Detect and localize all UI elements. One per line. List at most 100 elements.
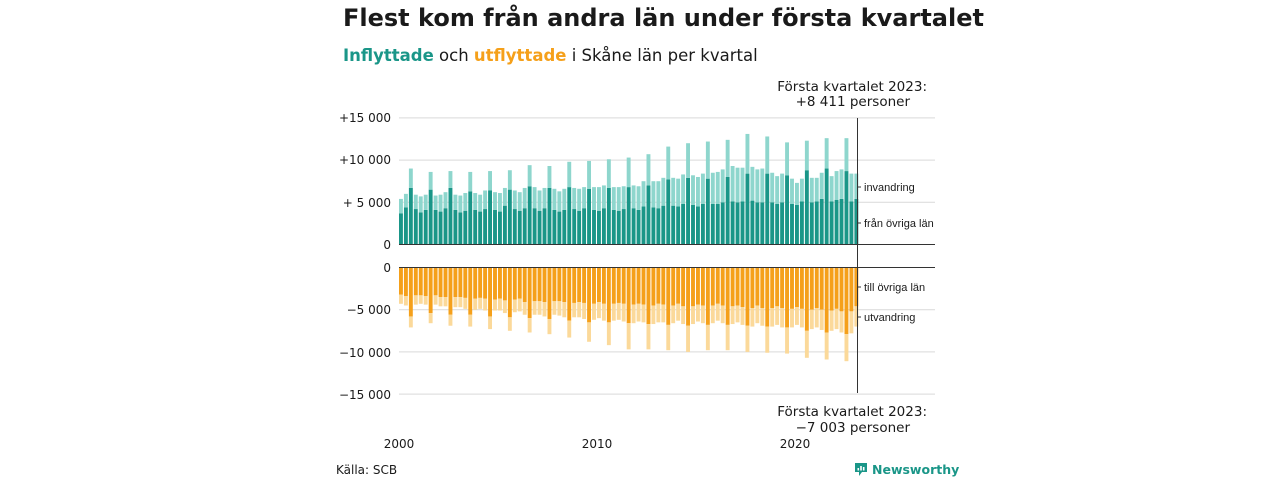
bar-utvandring (438, 297, 443, 307)
bar-fran-ovriga-lan (795, 204, 799, 245)
bar-fran-ovriga-lan (567, 187, 572, 245)
bar-utvandring (616, 302, 621, 320)
bar-fran-ovriga-lan (537, 210, 542, 245)
bar-fran-ovriga-lan (631, 208, 636, 245)
bar-utvandring (804, 330, 809, 358)
bar-till-ovriga-lan (468, 267, 473, 315)
bar-utvandring (547, 318, 552, 335)
bar-fran-ovriga-lan (562, 209, 567, 245)
bar-till-ovriga-lan (681, 267, 686, 307)
bar-invandring (408, 168, 413, 188)
bar-utvandring (849, 311, 854, 334)
bar-invandring (597, 187, 601, 211)
bar-utvandring (557, 301, 562, 316)
bar-fran-ovriga-lan (527, 186, 532, 245)
bar-fran-ovriga-lan (507, 189, 512, 245)
bar-till-ovriga-lan (443, 267, 448, 298)
bar-invandring (498, 193, 502, 212)
bar-invandring (458, 195, 463, 213)
bar-fran-ovriga-lan (636, 209, 641, 245)
bar-till-ovriga-lan (770, 267, 775, 309)
bar-fran-ovriga-lan (651, 207, 656, 245)
bar-fran-ovriga-lan (488, 190, 492, 245)
bar-fran-ovriga-lan (720, 202, 725, 245)
bar-fran-ovriga-lan (453, 209, 458, 245)
bar-invandring (611, 187, 616, 210)
bar-fran-ovriga-lan (725, 176, 730, 245)
x-tick-2020: 2020 (780, 437, 811, 451)
bar-utvandring (512, 299, 517, 313)
bar-invandring (532, 187, 537, 209)
bar-fran-ovriga-lan (849, 201, 854, 245)
bar-fran-ovriga-lan (626, 187, 631, 245)
bar-fran-ovriga-lan (814, 201, 819, 245)
bar-invandring (735, 167, 740, 203)
bar-till-ovriga-lan (606, 267, 611, 323)
bar-fran-ovriga-lan (448, 187, 453, 245)
bar-invandring (765, 136, 770, 174)
bar-till-ovriga-lan (700, 267, 705, 306)
bar-till-ovriga-lan (730, 267, 735, 307)
y-tick-bottom-5000: −5 000 (347, 303, 391, 317)
bar-till-ovriga-lan (795, 267, 799, 308)
bar-utvandring (720, 305, 725, 324)
bar-utvandring (552, 301, 557, 315)
bar-utvandring (507, 317, 512, 331)
bar-utvandring (458, 297, 463, 308)
bar-invandring (433, 195, 438, 210)
bar-invandring (705, 141, 710, 179)
bar-utvandring (577, 302, 582, 318)
bar-fran-ovriga-lan (403, 207, 408, 245)
x-tick-2010: 2010 (582, 437, 613, 451)
bar-fran-ovriga-lan (592, 209, 596, 245)
bar-utvandring (418, 295, 423, 304)
bar-utvandring (696, 304, 700, 322)
bar-utvandring (725, 324, 730, 351)
bar-till-ovriga-lan (532, 267, 537, 302)
bar-utvandring (488, 316, 492, 330)
bar-till-ovriga-lan (686, 267, 690, 326)
bar-till-ovriga-lan (661, 267, 666, 305)
bar-utvandring (799, 308, 804, 328)
bar-invandring (621, 186, 626, 210)
bar-utvandring (750, 308, 755, 327)
bar-invandring (730, 166, 735, 202)
bar-till-ovriga-lan (408, 267, 413, 317)
bar-fran-ovriga-lan (765, 173, 770, 245)
bar-utvandring (542, 302, 547, 317)
bars-utflyttade (399, 267, 859, 362)
bar-fran-ovriga-lan (740, 201, 745, 245)
bar-utvandring (606, 322, 611, 346)
bar-invandring (725, 139, 730, 177)
bar-utvandring (809, 309, 814, 330)
bar-till-ovriga-lan (809, 267, 814, 310)
bar-utvandring (770, 308, 775, 327)
bar-utvandring (428, 313, 433, 324)
bar-invandring (795, 182, 799, 205)
bar-till-ovriga-lan (641, 267, 646, 305)
bar-utvandring (730, 306, 735, 325)
bar-fran-ovriga-lan (468, 191, 473, 245)
bar-fran-ovriga-lan (552, 209, 557, 245)
bar-utvandring (408, 316, 413, 328)
bar-fran-ovriga-lan (418, 212, 423, 245)
annotation-top-line1: Första kvartalet 2023: (777, 79, 927, 95)
bar-till-ovriga-lan (626, 267, 631, 324)
bar-till-ovriga-lan (483, 267, 488, 299)
bar-invandring (512, 190, 517, 210)
bar-invandring (483, 190, 488, 210)
bar-invandring (700, 173, 705, 204)
bar-utvandring (824, 332, 829, 360)
bar-invandring (854, 173, 859, 199)
bar-till-ovriga-lan (473, 267, 478, 299)
bar-utvandring (755, 305, 760, 324)
bar-fran-ovriga-lan (641, 206, 646, 245)
bar-utvandring (423, 296, 428, 305)
bar-fran-ovriga-lan (790, 203, 794, 245)
bar-till-ovriga-lan (488, 267, 492, 317)
bar-invandring (760, 168, 765, 203)
bar-fran-ovriga-lan (819, 198, 824, 245)
bar-utvandring (700, 305, 705, 324)
y-tick-bottom-15000: −15 000 (339, 388, 391, 402)
